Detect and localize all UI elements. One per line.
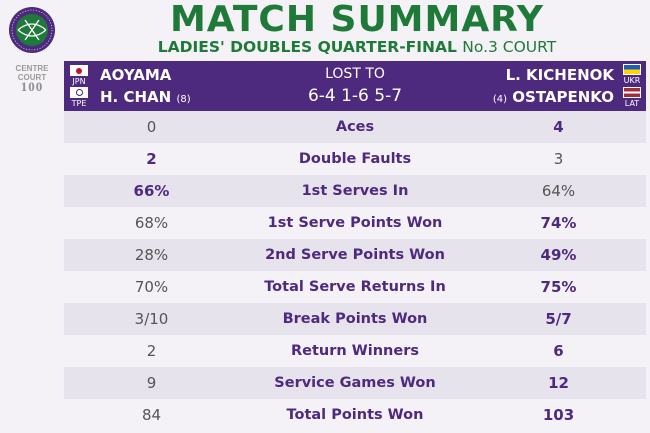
stat-row: 2 Double Faults 3 (64, 143, 646, 175)
latvia-flag-icon (623, 87, 641, 98)
stat-right-value: 64% (541, 182, 576, 200)
stat-row: 2 Return Winners 6 (64, 335, 646, 367)
stat-label: Aces (335, 119, 375, 135)
stat-row: 9 Service Games Won 12 (64, 367, 646, 399)
player-name: (4) OSTAPENKO (493, 88, 614, 106)
stat-row: 84 Total Points Won 103 (64, 399, 646, 431)
player-name: L. KICHENOK (505, 66, 614, 84)
stat-left-value: 28% (134, 246, 169, 264)
stat-left-value: 70% (134, 278, 169, 296)
stat-label: Return Winners (290, 343, 419, 359)
stats-table: 0 Aces 4 2 Double Faults 3 66% 1st Serves In 64%… (64, 111, 646, 431)
player-name-text: OSTAPENKO (512, 88, 614, 106)
country-code: LAT (624, 99, 640, 108)
event-name: LADIES' DOUBLES QUARTER-FINAL (157, 38, 457, 56)
player-name: AOYAMA (100, 66, 172, 84)
seed-badge: (8) (176, 94, 191, 105)
stat-right-value: 75% (540, 278, 577, 296)
stat-label: Total Points Won (286, 407, 424, 423)
stat-row: 0 Aces 4 (64, 111, 646, 143)
event-subtitle: LADIES' DOUBLES QUARTER-FINAL No.3 COURT (64, 38, 650, 56)
stat-left-value: 66% (133, 182, 170, 200)
stat-left-value: 2 (146, 342, 157, 360)
match-score: 6-4 1-6 5-7 (307, 86, 403, 106)
stat-left-value: 9 (146, 374, 157, 392)
stat-right-value: 12 (548, 374, 569, 392)
badge-line-3: 100 (20, 79, 44, 94)
court-name: No.3 COURT (462, 38, 557, 56)
seed-badge: (4) (492, 94, 508, 105)
stat-label: Double Faults (298, 151, 412, 167)
match-header: JPN TPE AOYAMA H. CHAN (8) LOST TO 6-4 1… (64, 61, 646, 111)
stat-right-value: 6 (553, 342, 564, 360)
stat-label: 2nd Serve Points Won (265, 247, 445, 263)
stat-right-value: 5/7 (545, 310, 572, 328)
result-label: LOST TO (325, 66, 385, 82)
stat-left-value: 2 (146, 150, 157, 168)
stat-label: 1st Serve Points Won (267, 215, 443, 231)
badge-line-1: CENTRE (15, 64, 49, 73)
centre-court-100-badge: CENTRE COURT 100 (6, 64, 58, 94)
country-code: TPE (71, 99, 87, 108)
stat-left-value: 68% (134, 214, 169, 232)
country-code: UKR (623, 76, 641, 85)
stat-right-value: 103 (542, 406, 575, 424)
stat-label: Break Points Won (282, 311, 428, 327)
stat-label: 1st Serves In (301, 183, 409, 199)
ukraine-flag-icon (623, 64, 641, 75)
stat-right-value: 49% (540, 246, 577, 264)
stat-left-value: 0 (146, 118, 157, 136)
player-name: H. CHAN (8) (100, 88, 191, 106)
stat-row: 3/10 Break Points Won 5/7 (64, 303, 646, 335)
stat-right-value: 4 (553, 118, 564, 136)
stat-label: Service Games Won (274, 375, 436, 391)
stat-row: 66% 1st Serves In 64% (64, 175, 646, 207)
stat-row: 70% Total Serve Returns In 75% (64, 271, 646, 303)
player-name-text: H. CHAN (100, 88, 172, 106)
wimbledon-logo (8, 6, 56, 54)
stat-right-value: 74% (540, 214, 577, 232)
stat-row: 28% 2nd Serve Points Won 49% (64, 239, 646, 271)
badge-line-2: COURT (17, 73, 47, 82)
country-code: JPN (72, 77, 86, 86)
stat-row: 68% 1st Serve Points Won 74% (64, 207, 646, 239)
stat-label: Total Serve Returns In (264, 279, 446, 295)
page-title: MATCH SUMMARY (169, 0, 545, 40)
stat-right-value: 3 (553, 150, 564, 168)
stat-left-value: 3/10 (134, 310, 169, 328)
stat-left-value: 84 (141, 406, 162, 424)
chinese-taipei-flag-icon (70, 87, 88, 98)
japan-flag-icon (70, 65, 88, 76)
